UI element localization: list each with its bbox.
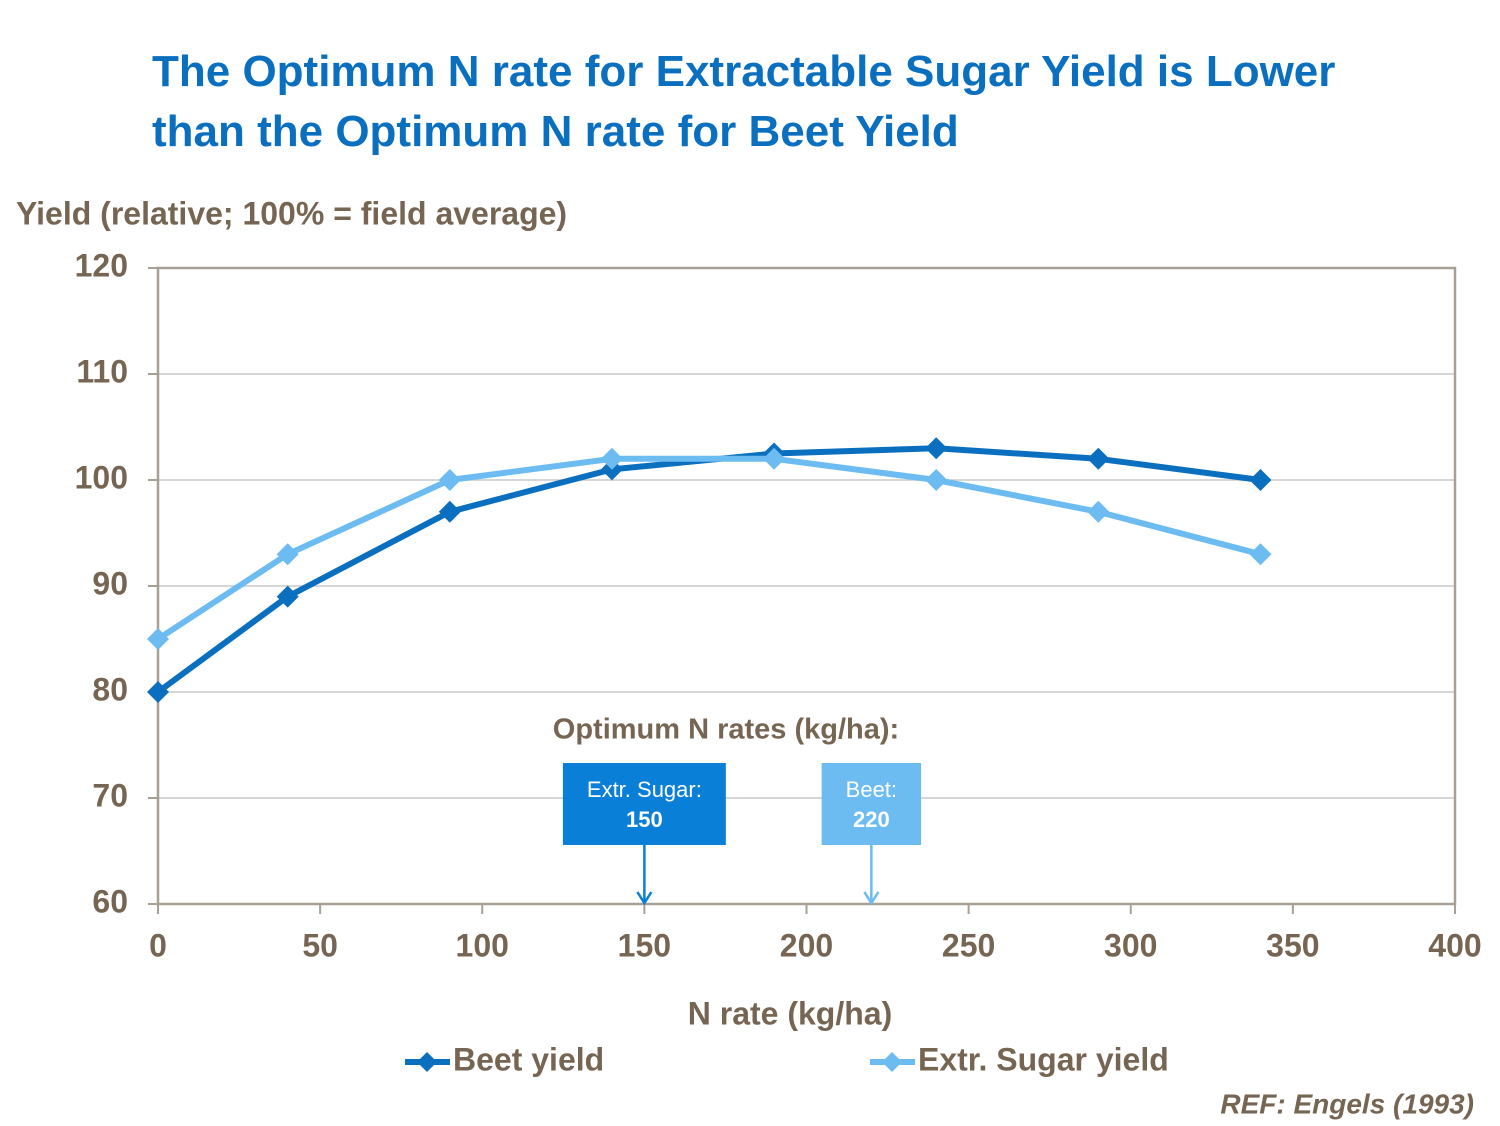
data-point	[147, 628, 169, 650]
data-point	[438, 500, 461, 523]
data-point	[147, 681, 169, 703]
data-point	[925, 469, 948, 491]
source: REF: Engels (1993)	[1220, 1088, 1474, 1119]
x-tick-label: 50	[302, 927, 338, 963]
y-tick-label: 60	[92, 883, 128, 919]
data-point	[1087, 500, 1110, 523]
y-axis-label: Yield (relative; 100% = field average)	[16, 195, 567, 231]
x-tick-label: 300	[1104, 927, 1157, 963]
y-tick-label: 100	[75, 459, 128, 495]
x-tick-label: 0	[149, 927, 167, 963]
y-tick-label: 70	[92, 777, 128, 813]
data-point	[763, 447, 786, 470]
y-tick-label: 110	[76, 353, 128, 389]
series-line	[156, 445, 1261, 695]
x-tick-label: 200	[780, 927, 833, 963]
data-point	[1087, 447, 1110, 470]
chart-title: The Optimum N rate for Extractable Sugar…	[152, 47, 1336, 156]
x-tick-label: 400	[1428, 927, 1481, 963]
x-tick-label: 150	[618, 927, 671, 963]
data-point	[1249, 469, 1272, 491]
legend-label: Beet yield	[453, 1041, 604, 1077]
annotation-title: Optimum N rates (kg/ha):	[553, 714, 899, 746]
legend-marker	[417, 1052, 437, 1072]
x-tick-label: 100	[456, 927, 509, 963]
optimum-arrowhead	[636, 891, 653, 906]
y-tick-label: 90	[92, 565, 128, 601]
optimum-label: Extr. Sugar:	[587, 777, 702, 802]
data-point	[925, 437, 948, 460]
legend-label: Extr. Sugar yield	[918, 1041, 1169, 1077]
x-tick-label: 350	[1266, 927, 1319, 963]
x-axis-label: N rate (kg/ha)	[688, 995, 892, 1031]
optimum-value: 150	[626, 807, 663, 832]
optimum-label: Beet:	[846, 777, 897, 802]
optimum-value: 220	[853, 807, 890, 832]
optimum-arrowhead	[863, 891, 880, 906]
y-tick-label: 80	[92, 671, 128, 707]
x-tick-label: 250	[942, 927, 995, 963]
legend-marker	[882, 1052, 902, 1072]
data-point	[438, 469, 461, 491]
optimum-box	[562, 763, 726, 845]
data-point	[1249, 543, 1272, 566]
data-point	[276, 585, 299, 608]
series-line	[156, 455, 1262, 642]
y-tick-label: 120	[75, 247, 128, 283]
data-point	[600, 447, 623, 470]
data-point	[276, 543, 299, 566]
optimum-box	[821, 763, 922, 845]
